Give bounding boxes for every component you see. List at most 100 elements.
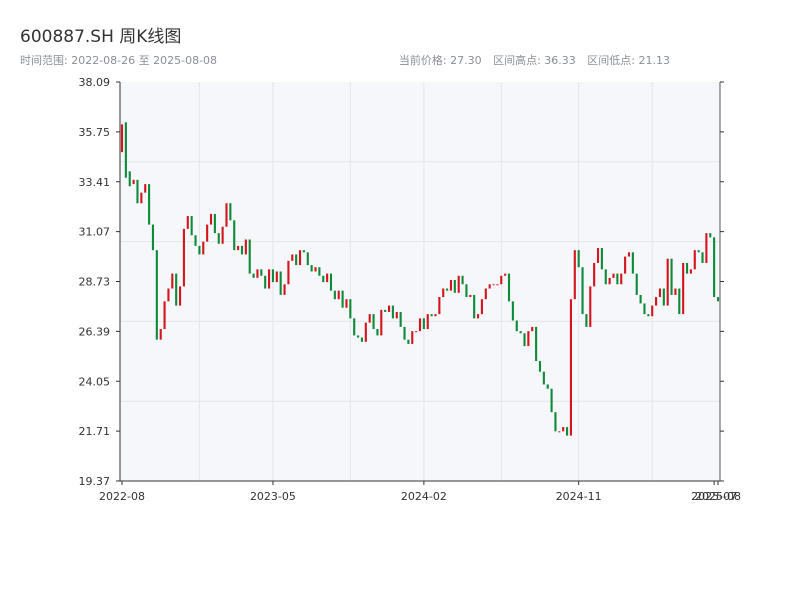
candle-down — [264, 275, 267, 289]
candle-up — [492, 284, 495, 286]
candle-down — [372, 314, 375, 330]
candle-up — [573, 250, 576, 300]
candle-up — [449, 280, 453, 291]
candle-down — [295, 254, 298, 266]
candle-up — [163, 301, 166, 330]
candle-up — [380, 309, 383, 336]
candle-up — [418, 318, 422, 332]
candle-up — [182, 228, 185, 287]
candle-up — [438, 297, 441, 315]
candle-up — [442, 288, 445, 298]
candle-up — [705, 233, 708, 263]
candle-up — [674, 288, 677, 295]
candle-up — [426, 314, 429, 330]
candle-down — [465, 284, 468, 298]
candle-up — [395, 311, 398, 319]
candle-up — [558, 431, 561, 433]
candle-down — [353, 318, 356, 336]
candle-up — [244, 239, 247, 255]
candle-down — [604, 269, 607, 285]
candle-down — [136, 179, 139, 204]
candle-down — [685, 262, 689, 274]
candle-down — [376, 329, 379, 336]
candle-up — [132, 179, 135, 185]
candle-down — [523, 333, 526, 347]
candle-down — [322, 275, 325, 283]
y-tick-label: 21.71 — [79, 425, 111, 438]
candle-up — [496, 284, 499, 286]
candle-down — [662, 288, 665, 306]
candle-up — [186, 216, 189, 229]
candle-up — [480, 299, 483, 315]
candle-down — [538, 361, 542, 372]
candle-up — [345, 299, 348, 308]
candle-up — [457, 275, 460, 293]
candle-down — [577, 250, 580, 268]
candle-up — [682, 262, 685, 315]
candle-up — [484, 288, 487, 300]
candle-down — [554, 412, 557, 432]
candle-down — [647, 314, 650, 317]
candle-down — [639, 294, 642, 304]
candle-down — [240, 245, 244, 255]
candle-up — [256, 269, 259, 278]
candle-down — [678, 288, 681, 315]
candle-up — [178, 286, 182, 306]
y-tick-label: 33.41 — [79, 176, 111, 189]
candle-up — [612, 273, 615, 278]
candle-up — [608, 277, 611, 285]
candle-up — [275, 271, 278, 283]
candle-down — [271, 269, 274, 283]
candle-up — [298, 250, 302, 266]
candle-up — [504, 273, 507, 276]
candle-up — [693, 250, 696, 270]
candle-up — [225, 203, 228, 227]
x-tick-label: 2025-07 — [691, 490, 737, 503]
x-tick-label: 2024-11 — [556, 490, 602, 503]
candle-up — [589, 286, 592, 327]
candle-up — [624, 256, 627, 274]
candle-down — [349, 299, 352, 319]
candle-down — [600, 248, 603, 270]
candle-down — [229, 203, 232, 221]
candle-up — [206, 224, 209, 242]
candle-down — [128, 171, 131, 187]
y-tick-label: 35.75 — [79, 126, 111, 139]
candle-down — [318, 267, 321, 276]
candle-down — [430, 314, 433, 317]
candle-down — [716, 297, 720, 302]
candle-up — [527, 331, 530, 347]
x-tick-label: 2025-08 — [695, 490, 741, 503]
candle-down — [542, 371, 545, 385]
time-range-text: 时间范围: 2022-08-26 至 2025-08-08 — [20, 54, 218, 67]
candle-up — [326, 273, 329, 283]
candle-up — [593, 262, 596, 287]
price-stats: 当前价格: 27.30 区间高点: 36.33 区间低点: 21.13 — [391, 52, 670, 68]
candle-up — [314, 267, 317, 272]
candle-down — [670, 258, 673, 295]
candle-up — [221, 226, 224, 244]
candle-up — [620, 273, 623, 285]
candle-up — [655, 297, 658, 306]
candle-up — [364, 322, 367, 342]
candle-down — [148, 184, 151, 225]
candle-up — [209, 213, 213, 225]
candle-up — [237, 245, 240, 251]
interval-low-text: 区间低点: 21.13 — [587, 54, 670, 67]
candle-down — [310, 265, 313, 272]
candle-down — [643, 303, 646, 315]
candle-down — [233, 220, 236, 251]
y-tick-label: 24.05 — [79, 375, 111, 388]
candle-down — [546, 384, 549, 389]
candle-down — [581, 267, 584, 315]
candle-down — [399, 311, 402, 327]
candle-up — [167, 288, 170, 302]
chart-title: 600887.SH 周K线图 — [20, 27, 182, 47]
candle-down — [302, 250, 305, 253]
x-tick-label: 2022-08 — [99, 490, 145, 503]
subtitle-row: 时间范围: 2022-08-26 至 2025-08-08 当前价格: 27.3… — [20, 52, 720, 68]
candle-up — [562, 427, 565, 432]
y-tick-label: 19.37 — [79, 475, 111, 488]
candle-down — [357, 335, 360, 338]
plot-background — [120, 82, 720, 481]
